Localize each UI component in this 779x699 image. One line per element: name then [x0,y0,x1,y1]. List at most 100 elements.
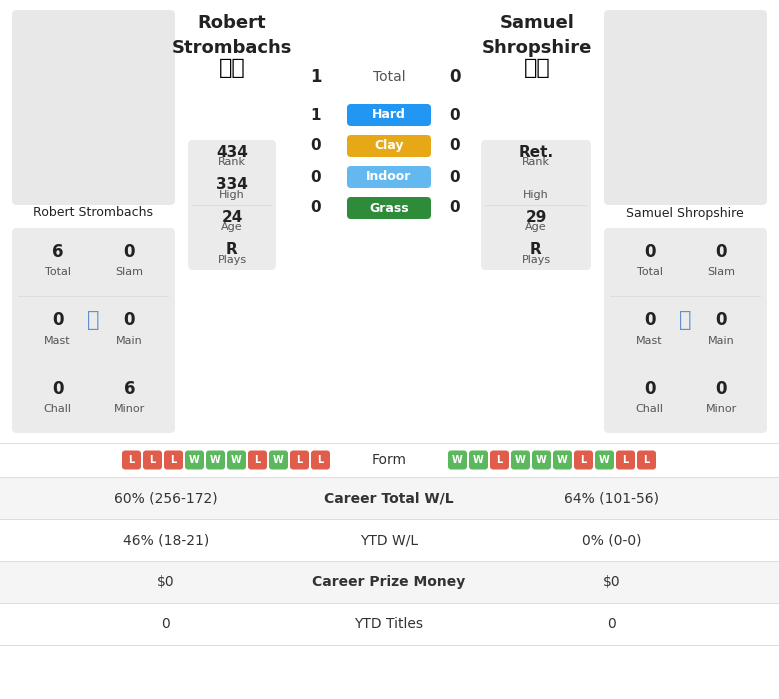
Text: 334: 334 [216,178,248,192]
FancyBboxPatch shape [604,228,767,433]
FancyBboxPatch shape [469,450,488,470]
FancyBboxPatch shape [227,450,246,470]
Text: W: W [599,455,610,465]
Text: Plays: Plays [217,254,247,265]
FancyBboxPatch shape [185,450,204,470]
Text: Main: Main [116,336,143,346]
Text: 0: 0 [716,243,727,261]
Text: 0: 0 [716,380,727,398]
Text: W: W [231,455,241,465]
Text: Clay: Clay [374,140,404,152]
Text: 0: 0 [124,243,135,261]
Text: 0% (0-0): 0% (0-0) [582,533,642,547]
Text: 60% (256-172): 60% (256-172) [115,491,218,505]
Text: 0: 0 [644,243,655,261]
FancyBboxPatch shape [12,10,175,205]
Text: 0: 0 [449,138,460,154]
FancyBboxPatch shape [595,450,614,470]
Bar [0,519,779,561]
Text: L: L [255,455,261,465]
Text: Form: Form [372,453,407,467]
Text: High: High [219,189,245,200]
Text: L: L [580,455,587,465]
Text: 0: 0 [449,169,460,185]
Bar [0,603,779,645]
Text: 46% (18-21): 46% (18-21) [123,533,209,547]
Text: Slam: Slam [115,268,143,278]
Text: Minor: Minor [114,404,145,414]
Text: L: L [496,455,502,465]
Text: Plays: Plays [521,254,551,265]
Text: Slam: Slam [707,268,735,278]
Text: 1: 1 [310,68,322,86]
Text: Mast: Mast [44,336,71,346]
Text: 0: 0 [449,68,460,86]
Text: Total: Total [44,268,71,278]
FancyBboxPatch shape [143,450,162,470]
Text: 6: 6 [52,243,63,261]
FancyBboxPatch shape [269,450,288,470]
FancyBboxPatch shape [122,450,141,470]
Bar [0,561,779,603]
Text: 29: 29 [525,210,547,225]
Text: W: W [515,455,526,465]
FancyBboxPatch shape [490,450,509,470]
Text: 0: 0 [449,201,460,215]
Text: Grass: Grass [369,201,409,215]
Text: Minor: Minor [706,404,737,414]
FancyBboxPatch shape [637,450,656,470]
Text: 0: 0 [52,311,63,329]
Text: W: W [210,455,221,465]
Text: 🇺🇸: 🇺🇸 [523,58,551,78]
FancyBboxPatch shape [511,450,530,470]
Text: 0: 0 [311,201,321,215]
Text: L: L [296,455,302,465]
Text: Ret.: Ret. [519,145,554,160]
Text: Chall: Chall [636,404,664,414]
Text: Chall: Chall [44,404,72,414]
Text: 1: 1 [311,108,321,122]
Text: 🏆: 🏆 [679,310,692,330]
Text: W: W [273,455,284,465]
FancyBboxPatch shape [188,140,276,270]
Text: 6: 6 [124,380,135,398]
Bar [0,443,779,444]
Text: Total: Total [636,268,663,278]
FancyBboxPatch shape [164,450,183,470]
Text: 0: 0 [311,169,321,185]
FancyBboxPatch shape [347,166,431,188]
FancyBboxPatch shape [604,10,767,205]
FancyBboxPatch shape [206,450,225,470]
Text: $0: $0 [157,575,174,589]
Text: W: W [536,455,547,465]
FancyBboxPatch shape [248,450,267,470]
FancyBboxPatch shape [553,450,572,470]
Text: Robert Strombachs: Robert Strombachs [33,206,153,219]
Text: L: L [622,455,629,465]
FancyBboxPatch shape [532,450,551,470]
Text: 0: 0 [52,380,63,398]
Text: 🏆: 🏆 [87,310,100,330]
FancyBboxPatch shape [290,450,309,470]
Text: Career Total W/L: Career Total W/L [324,491,454,505]
FancyBboxPatch shape [616,450,635,470]
Text: 0: 0 [644,380,655,398]
FancyBboxPatch shape [347,135,431,157]
FancyBboxPatch shape [311,450,330,470]
Text: High: High [523,189,549,200]
FancyBboxPatch shape [12,228,175,433]
Text: 64% (101-56): 64% (101-56) [565,491,660,505]
Text: W: W [473,455,484,465]
Text: R: R [226,243,238,257]
Text: W: W [189,455,200,465]
Text: L: L [129,455,135,465]
Text: Career Prize Money: Career Prize Money [312,575,466,589]
Text: 0: 0 [449,108,460,122]
Text: 0: 0 [311,138,321,154]
Text: R: R [530,243,542,257]
Text: Indoor: Indoor [366,171,411,184]
Text: Total: Total [372,70,405,84]
Text: Mast: Mast [636,336,663,346]
Text: Hard: Hard [372,108,406,122]
Text: $0: $0 [603,575,621,589]
